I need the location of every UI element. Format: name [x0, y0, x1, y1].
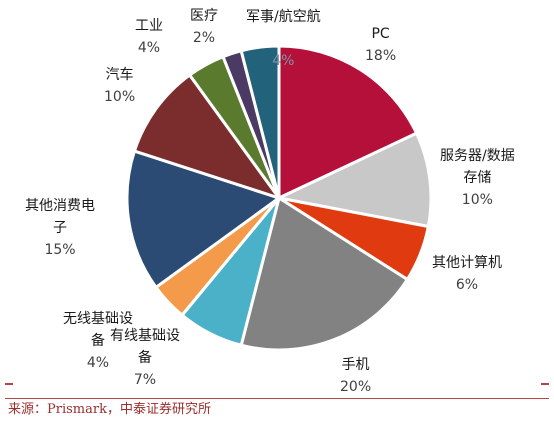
label-other-computer-line-1: 其他计算机 — [432, 255, 502, 271]
source-note: 来源：Prismark，中泰证券研究所 — [8, 402, 211, 417]
source-divider — [5, 398, 549, 399]
pie-slice-7 — [132, 73, 281, 200]
label-military-aerospace-line-2: 天 — [276, 31, 291, 47]
label-medical-line-1: 医疗 — [190, 8, 218, 24]
label-industrial-line-1: 工业 — [135, 18, 163, 34]
label-military-aerospace: 军事/航空航 天 4% — [246, 6, 321, 72]
label-other-consumer-line-2: 子 — [53, 220, 67, 236]
label-other-computer-pct: 6% — [455, 277, 479, 293]
pie-slices — [125, 44, 433, 352]
pie-chart — [125, 44, 433, 352]
label-server-storage-pct: 10% — [461, 192, 493, 208]
label-wireless-infra-pct: 4% — [86, 355, 110, 371]
label-automotive-line-1: 汽车 — [105, 67, 134, 83]
label-automotive-pct: 10% — [104, 89, 136, 105]
label-mobile: 手机 20% — [340, 354, 371, 398]
label-pc: PC 18% — [365, 23, 396, 67]
label-automotive: 汽车 10% — [104, 64, 135, 108]
label-industrial: 工业 4% — [135, 15, 163, 59]
label-other-consumer-pct: 15% — [44, 242, 76, 258]
label-server-storage: 服务器/数据 存储 10% — [440, 145, 515, 211]
label-pc-pct: 18% — [365, 48, 397, 64]
pie-slice-1 — [277, 131, 433, 228]
label-other-consumer: 其他消费电 子 15% — [25, 195, 95, 261]
label-wireless-infra-line-2: 备 — [91, 333, 105, 349]
label-server-storage-line-1: 服务器/数据 — [440, 148, 515, 164]
label-server-storage-line-2: 存储 — [463, 170, 492, 186]
label-wireless-infra: 无线基础设 备 4% — [63, 308, 133, 374]
label-mobile-pct: 20% — [340, 379, 372, 395]
pie-slice-3 — [239, 196, 409, 352]
label-wired-infra-line-2: 备 — [138, 350, 152, 366]
pie-slice-0 — [277, 44, 419, 200]
source-rule-edge-right — [541, 383, 549, 385]
label-pc-line-1: PC — [371, 26, 390, 42]
label-wireless-infra-line-1: 无线基础设 — [63, 311, 133, 327]
source-rule-edge-left — [5, 383, 13, 385]
label-other-consumer-line-1: 其他消费电 — [25, 198, 95, 214]
label-medical: 医疗 2% — [190, 5, 218, 49]
label-wired-infra: 有线基础设 备 7% — [110, 325, 180, 391]
label-military-aerospace-line-1: 军事/航空航 — [246, 9, 321, 25]
label-industrial-pct: 4% — [137, 40, 161, 56]
label-military-aerospace-pct: 4% — [272, 53, 295, 69]
pie-slice-10 — [239, 44, 281, 200]
label-wired-infra-line-1: 有线基础设 — [110, 328, 180, 344]
label-medical-pct: 2% — [192, 30, 216, 46]
label-wired-infra-pct: 7% — [133, 372, 157, 388]
label-mobile-line-1: 手机 — [341, 357, 370, 373]
label-other-computer: 其他计算机 6% — [432, 252, 502, 296]
pie-slice-6 — [125, 149, 281, 289]
